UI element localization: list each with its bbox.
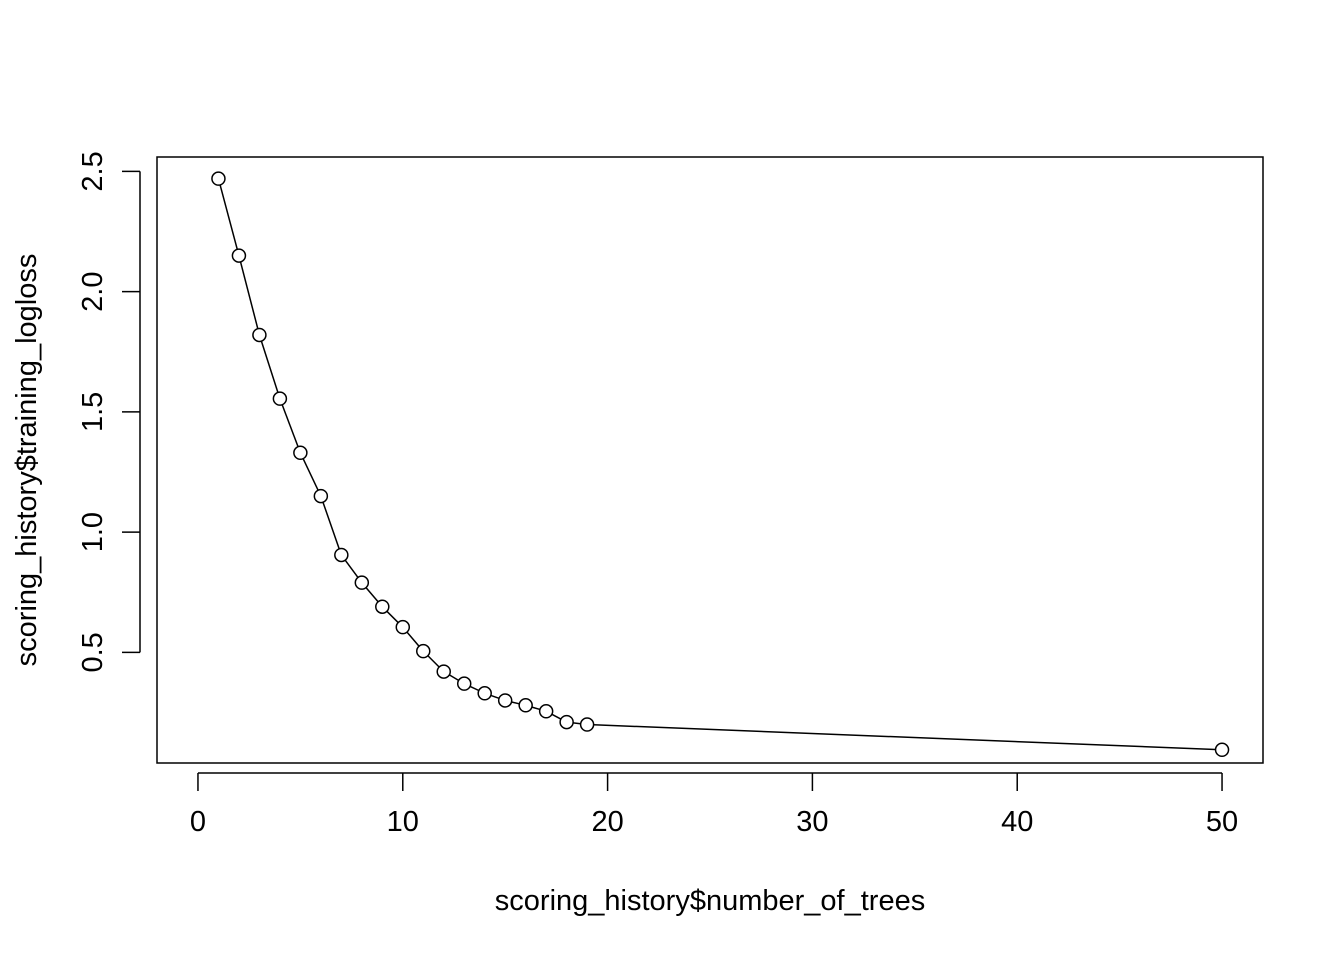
series-line-segment (427, 655, 440, 668)
data-point (518, 698, 533, 713)
data-point (211, 171, 226, 186)
series-line-segment (593, 724, 1216, 751)
y-tick-label: 1.0 (77, 512, 109, 552)
series-line-segment (302, 458, 319, 491)
data-point (579, 717, 595, 732)
data-point (313, 488, 329, 504)
y-axis-label: scoring_history$training_logloss (11, 254, 43, 667)
series-line-segment (239, 261, 259, 329)
series-line-segment (406, 631, 420, 647)
x-tick-label: 20 (591, 806, 623, 838)
data-point (1214, 742, 1230, 758)
x-axis-label: scoring_history$number_of_trees (495, 885, 925, 917)
series-line-segment (365, 587, 379, 603)
y-tick-label: 1.5 (77, 392, 109, 432)
data-point (252, 327, 267, 343)
data-point (436, 664, 451, 679)
x-tick-label: 0 (190, 806, 206, 838)
x-axis: 0 10 20 30 40 50 (190, 772, 1238, 838)
series-line-segment (511, 701, 520, 705)
data-point (559, 714, 574, 730)
series-line-segment (572, 722, 581, 725)
data-point (293, 445, 308, 461)
y-axis: 0.5 1.0 1.5 2.0 2.5 (77, 151, 141, 673)
y-tick-label: 2.0 (77, 272, 109, 312)
x-tick-label: 10 (387, 806, 419, 838)
series-layer (211, 171, 1230, 758)
series-line-segment (322, 501, 340, 550)
x-tick-label: 40 (1001, 806, 1033, 838)
data-point (456, 676, 472, 691)
series-line-segment (469, 685, 480, 692)
series-line-segment (490, 694, 500, 700)
y-tick-label: 2.5 (77, 151, 109, 191)
series-line-segment (260, 340, 279, 393)
series-line-segment (551, 713, 562, 720)
series-line-segment (219, 184, 238, 250)
data-point (497, 693, 513, 708)
data-point (395, 619, 411, 635)
series-line-segment (531, 706, 541, 711)
data-point (375, 599, 390, 614)
data-point (231, 248, 247, 263)
data-point (477, 686, 492, 701)
data-point (334, 547, 349, 563)
x-tick-label: 50 (1206, 806, 1238, 838)
series-line-segment (448, 674, 459, 681)
y-tick-label: 0.5 (77, 632, 109, 672)
x-tick-label: 30 (796, 806, 828, 838)
series-line-segment (386, 610, 399, 624)
plot-box (156, 156, 1264, 764)
series-line-segment (344, 559, 359, 578)
data-point (354, 575, 370, 590)
data-point (272, 391, 288, 406)
data-point (538, 704, 554, 719)
data-point (416, 643, 431, 659)
series-line-segment (281, 404, 299, 447)
